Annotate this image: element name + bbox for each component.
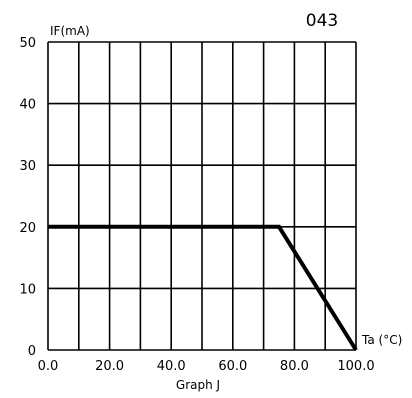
x-tick-label: 100.0: [337, 359, 374, 374]
derating-curve-line-0: [48, 224, 358, 352]
y-tick-label: 10: [19, 282, 36, 297]
y-tick-label: 30: [19, 159, 36, 174]
y-tick-label: 0: [28, 344, 36, 359]
x-tick-label: 40.0: [157, 359, 186, 374]
series-layer: [48, 224, 358, 352]
x-tick-label: 80.0: [280, 359, 309, 374]
x-axis-title: Ta (°C): [361, 333, 402, 347]
x-tick-label: 60.0: [218, 359, 247, 374]
tick-labels: 0 10 20 30 40 50 0.0 20.0 40.0 60.0 80.0 100.0: [19, 36, 374, 374]
y-tick-label: 50: [19, 36, 36, 51]
x-tick-label: 0.0: [38, 359, 59, 374]
chart-caption: Graph J: [176, 378, 220, 392]
x-tick-label: 20.0: [95, 359, 124, 374]
grid: [47, 41, 357, 351]
y-tick-label: 20: [19, 221, 36, 236]
y-axis-title: IF(mA): [50, 24, 90, 38]
y-tick-label: 40: [19, 98, 36, 113]
axis-titles: IF(mA) Ta (°C) Graph J 043: [50, 11, 402, 392]
figure-id-label: 043: [306, 11, 338, 31]
